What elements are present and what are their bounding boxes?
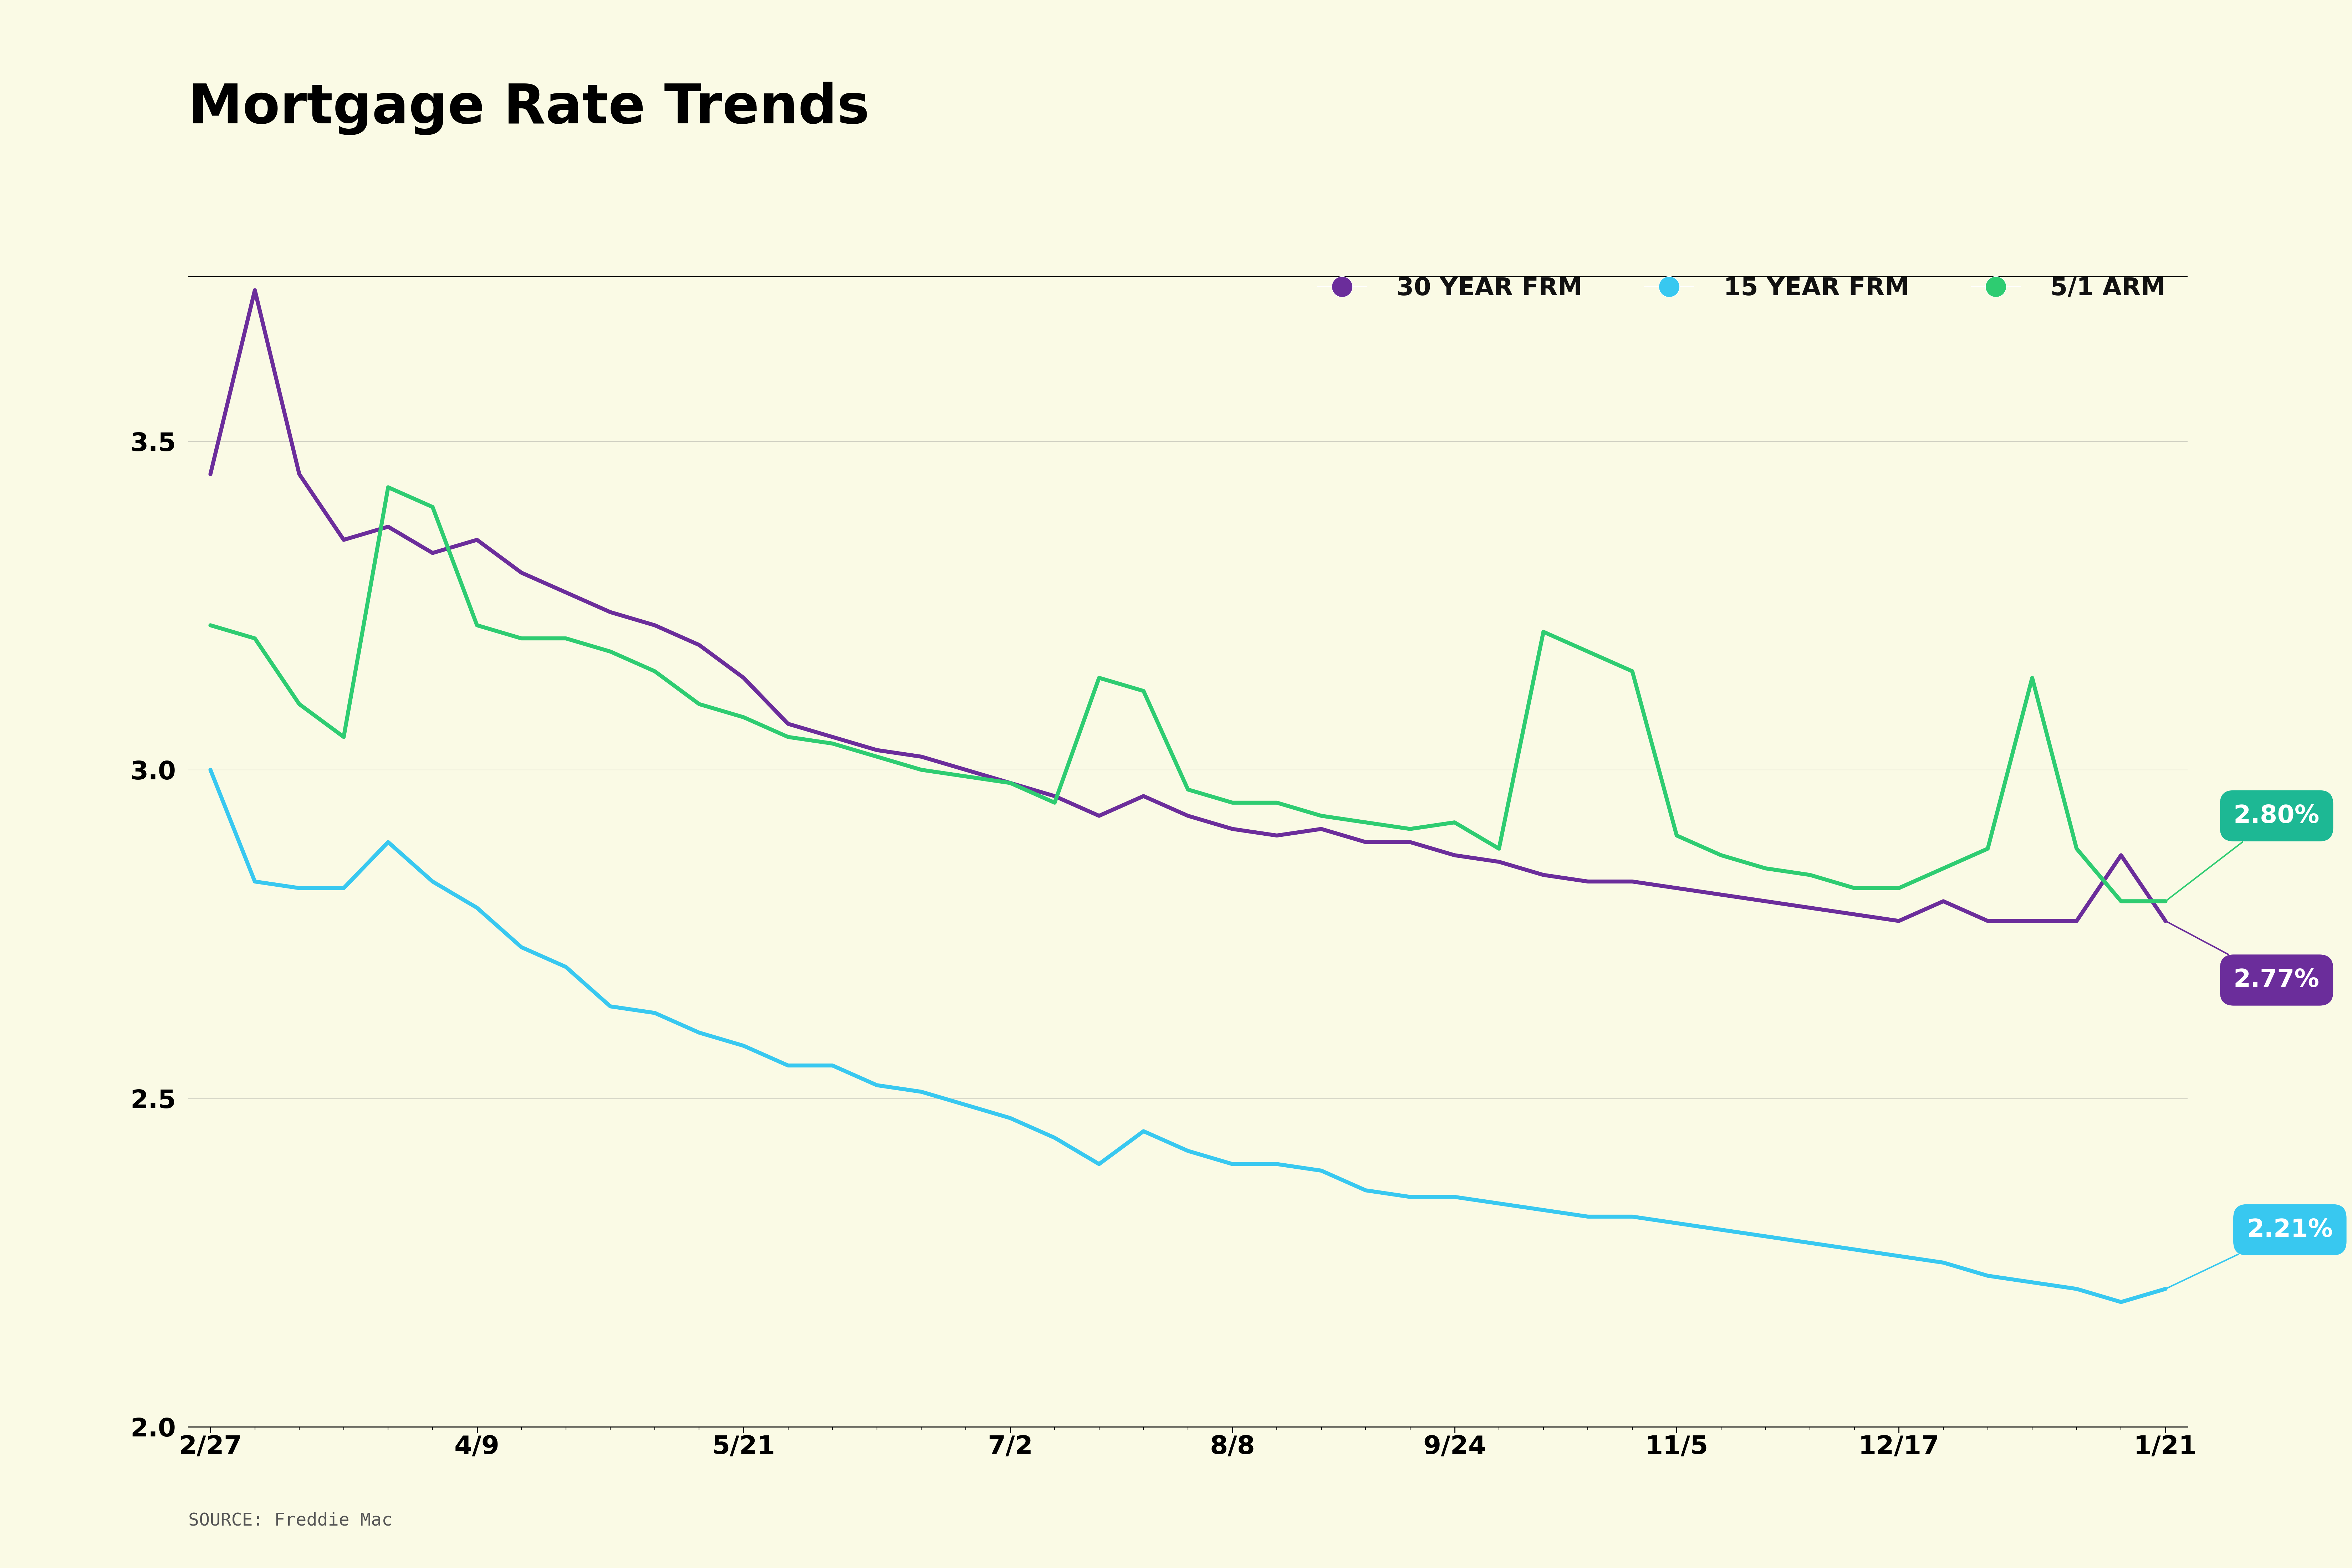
Text: Mortgage Rate Trends: Mortgage Rate Trends bbox=[188, 82, 870, 135]
Text: 2.77%: 2.77% bbox=[2166, 922, 2319, 993]
Legend: 30 YEAR FRM, 15 YEAR FRM, 5/1 ARM: 30 YEAR FRM, 15 YEAR FRM, 5/1 ARM bbox=[1308, 267, 2176, 310]
Text: 2.21%: 2.21% bbox=[2166, 1218, 2333, 1289]
Text: 2.80%: 2.80% bbox=[2166, 804, 2319, 900]
Text: SOURCE: Freddie Mac: SOURCE: Freddie Mac bbox=[188, 1512, 393, 1529]
